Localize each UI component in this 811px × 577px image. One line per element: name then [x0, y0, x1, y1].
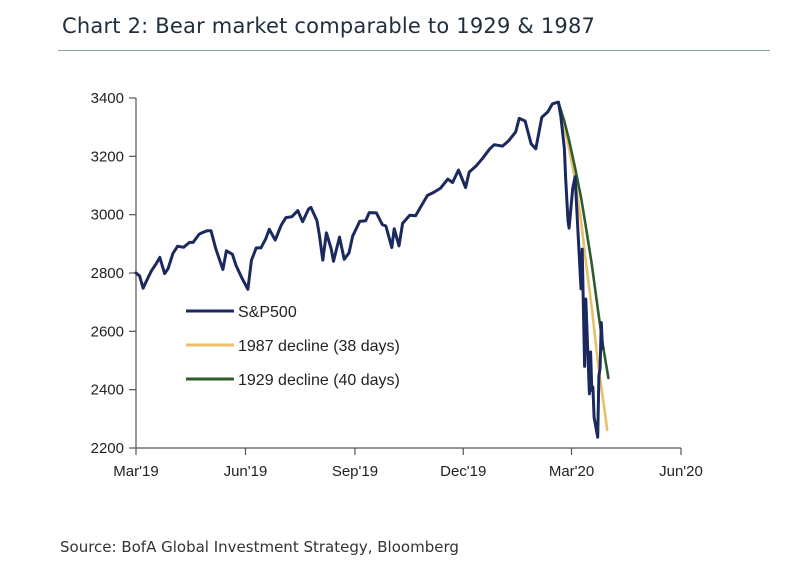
- source-note: Source: BofA Global Investment Strategy,…: [60, 538, 459, 556]
- y-tick-label: 2400: [91, 382, 124, 399]
- legend-label: 1929 decline (40 days): [238, 372, 400, 389]
- x-tick-label: Jun'19: [224, 463, 268, 480]
- x-tick-label: Sep'19: [332, 463, 378, 480]
- chart-title: Chart 2: Bear market comparable to 1929 …: [62, 14, 596, 38]
- y-tick-label: 2200: [91, 440, 124, 457]
- chart-series: [134, 100, 610, 439]
- y-tick-label: 3400: [91, 90, 124, 107]
- x-tick-label: Jun'20: [659, 463, 703, 480]
- y-tick-label: 3200: [91, 148, 124, 165]
- series-line: [134, 100, 604, 439]
- y-tick-label: 2800: [91, 265, 124, 282]
- legend-label: S&P500: [238, 304, 297, 321]
- title-divider: [58, 50, 770, 51]
- legend-label: 1987 decline (38 days): [238, 338, 400, 355]
- x-tick-label: Dec'19: [440, 463, 486, 480]
- x-tick-label: Mar'20: [549, 463, 594, 480]
- chart-legend: S&P500 1987 decline (38 days) 1929 decline…: [186, 304, 400, 389]
- x-tick-label: Mar'19: [113, 463, 158, 480]
- y-tick-label: 2600: [91, 323, 124, 340]
- y-tick-label: 3000: [91, 207, 124, 224]
- chart-axes: 2200 2400 2600 2800 3000 3200 3400 Mar'19 Jun'19…: [91, 90, 703, 480]
